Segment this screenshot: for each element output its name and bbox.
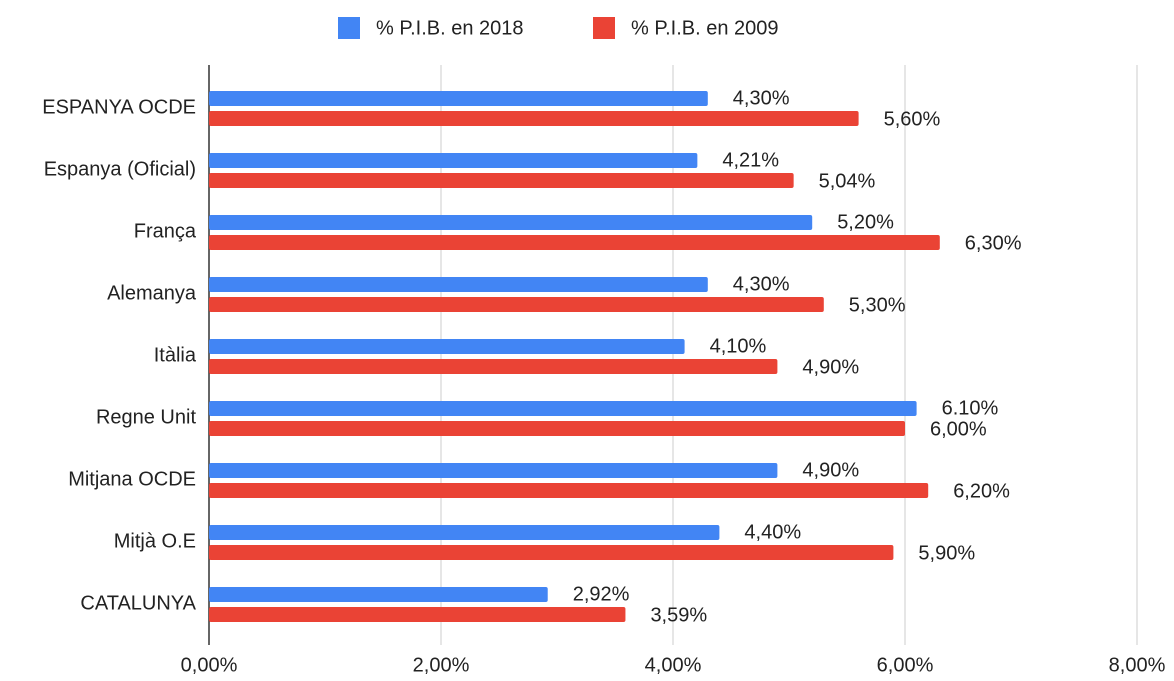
- data-label: 5,60%: [884, 108, 941, 130]
- bar: [209, 91, 708, 106]
- data-label: 5,90%: [918, 542, 975, 564]
- bar: [209, 173, 794, 188]
- x-tick-label: 8,00%: [1109, 654, 1166, 676]
- legend-swatch: [593, 17, 615, 39]
- data-label: 5,30%: [849, 294, 906, 316]
- bar: [209, 463, 778, 478]
- bar: [209, 421, 905, 436]
- x-tick-label: 0,00%: [181, 654, 238, 676]
- x-tick-label: 4,00%: [645, 654, 702, 676]
- data-label: 6,30%: [965, 232, 1022, 254]
- y-tick-label: CATALUNYA: [80, 592, 196, 614]
- y-tick-label: França: [134, 220, 197, 242]
- bar: [209, 339, 685, 354]
- bar: [209, 587, 548, 602]
- data-label: 4,10%: [710, 335, 767, 357]
- bar: [209, 607, 626, 622]
- y-tick-label: Regne Unit: [96, 406, 197, 428]
- data-label: 4,30%: [733, 273, 790, 295]
- bar: [209, 401, 917, 416]
- data-label: 2,92%: [573, 583, 630, 605]
- bar: [209, 297, 824, 312]
- data-label: 5,04%: [819, 170, 876, 192]
- data-label: 4,90%: [802, 459, 859, 481]
- data-label: 6.10%: [942, 397, 999, 419]
- bar: [209, 111, 859, 126]
- legend-label: % P.I.B. en 2009: [631, 17, 779, 39]
- data-label: 5,20%: [837, 211, 894, 233]
- bar: [209, 525, 720, 540]
- x-tick-label: 6,00%: [877, 654, 934, 676]
- bar: [209, 215, 813, 230]
- data-label: 4,30%: [733, 87, 790, 109]
- data-label: 3,59%: [650, 604, 707, 626]
- data-label: 4,90%: [802, 356, 859, 378]
- y-tick-label: Alemanya: [107, 282, 197, 304]
- x-tick-label: 2,00%: [413, 654, 470, 676]
- data-label: 4,21%: [722, 149, 779, 171]
- bar: [209, 153, 698, 168]
- legend-label: % P.I.B. en 2018: [376, 17, 524, 39]
- data-label: 6,00%: [930, 418, 987, 440]
- bar: [209, 359, 778, 374]
- bar: [209, 235, 940, 250]
- data-label: 6,20%: [953, 480, 1010, 502]
- y-tick-label: Itàlia: [154, 344, 197, 366]
- y-tick-label: Espanya (Oficial): [44, 158, 196, 180]
- bar: [209, 483, 929, 498]
- bar: [209, 545, 894, 560]
- y-tick-label: Mitjà O.E: [114, 530, 196, 552]
- y-tick-label: ESPANYA OCDE: [42, 96, 196, 118]
- legend-swatch: [338, 17, 360, 39]
- bar: [209, 277, 708, 292]
- data-label: 4,40%: [744, 521, 801, 543]
- y-tick-label: Mitjana OCDE: [68, 468, 196, 490]
